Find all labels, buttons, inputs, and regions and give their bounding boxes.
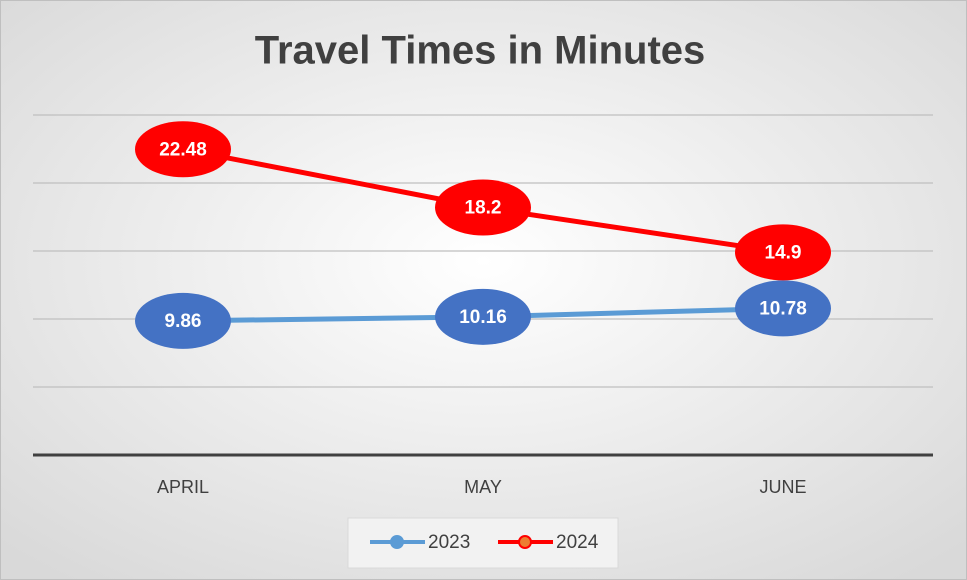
data-label-bubble bbox=[135, 121, 231, 178]
data-label: 18.2 bbox=[465, 197, 502, 218]
legend-label: 2023 bbox=[428, 532, 470, 553]
data-label-bubble bbox=[135, 292, 231, 349]
data-label: 9.86 bbox=[165, 311, 202, 332]
data-label-bubble bbox=[735, 224, 831, 281]
data-label: 10.78 bbox=[759, 298, 807, 319]
x-tick-label: JUNE bbox=[759, 477, 806, 497]
legend-label: 2024 bbox=[556, 532, 599, 553]
chart-title: Travel Times in Minutes bbox=[255, 29, 706, 73]
legend-marker bbox=[390, 535, 404, 549]
data-label-bubble bbox=[735, 280, 831, 337]
data-label-bubble bbox=[435, 179, 531, 236]
x-tick-label: MAY bbox=[464, 477, 502, 497]
data-label: 10.16 bbox=[459, 307, 507, 328]
data-label: 22.48 bbox=[159, 139, 207, 160]
data-label: 14.9 bbox=[765, 242, 802, 263]
data-label-bubble bbox=[435, 288, 531, 345]
legend-marker bbox=[518, 535, 532, 549]
x-tick-label: APRIL bbox=[157, 477, 209, 497]
